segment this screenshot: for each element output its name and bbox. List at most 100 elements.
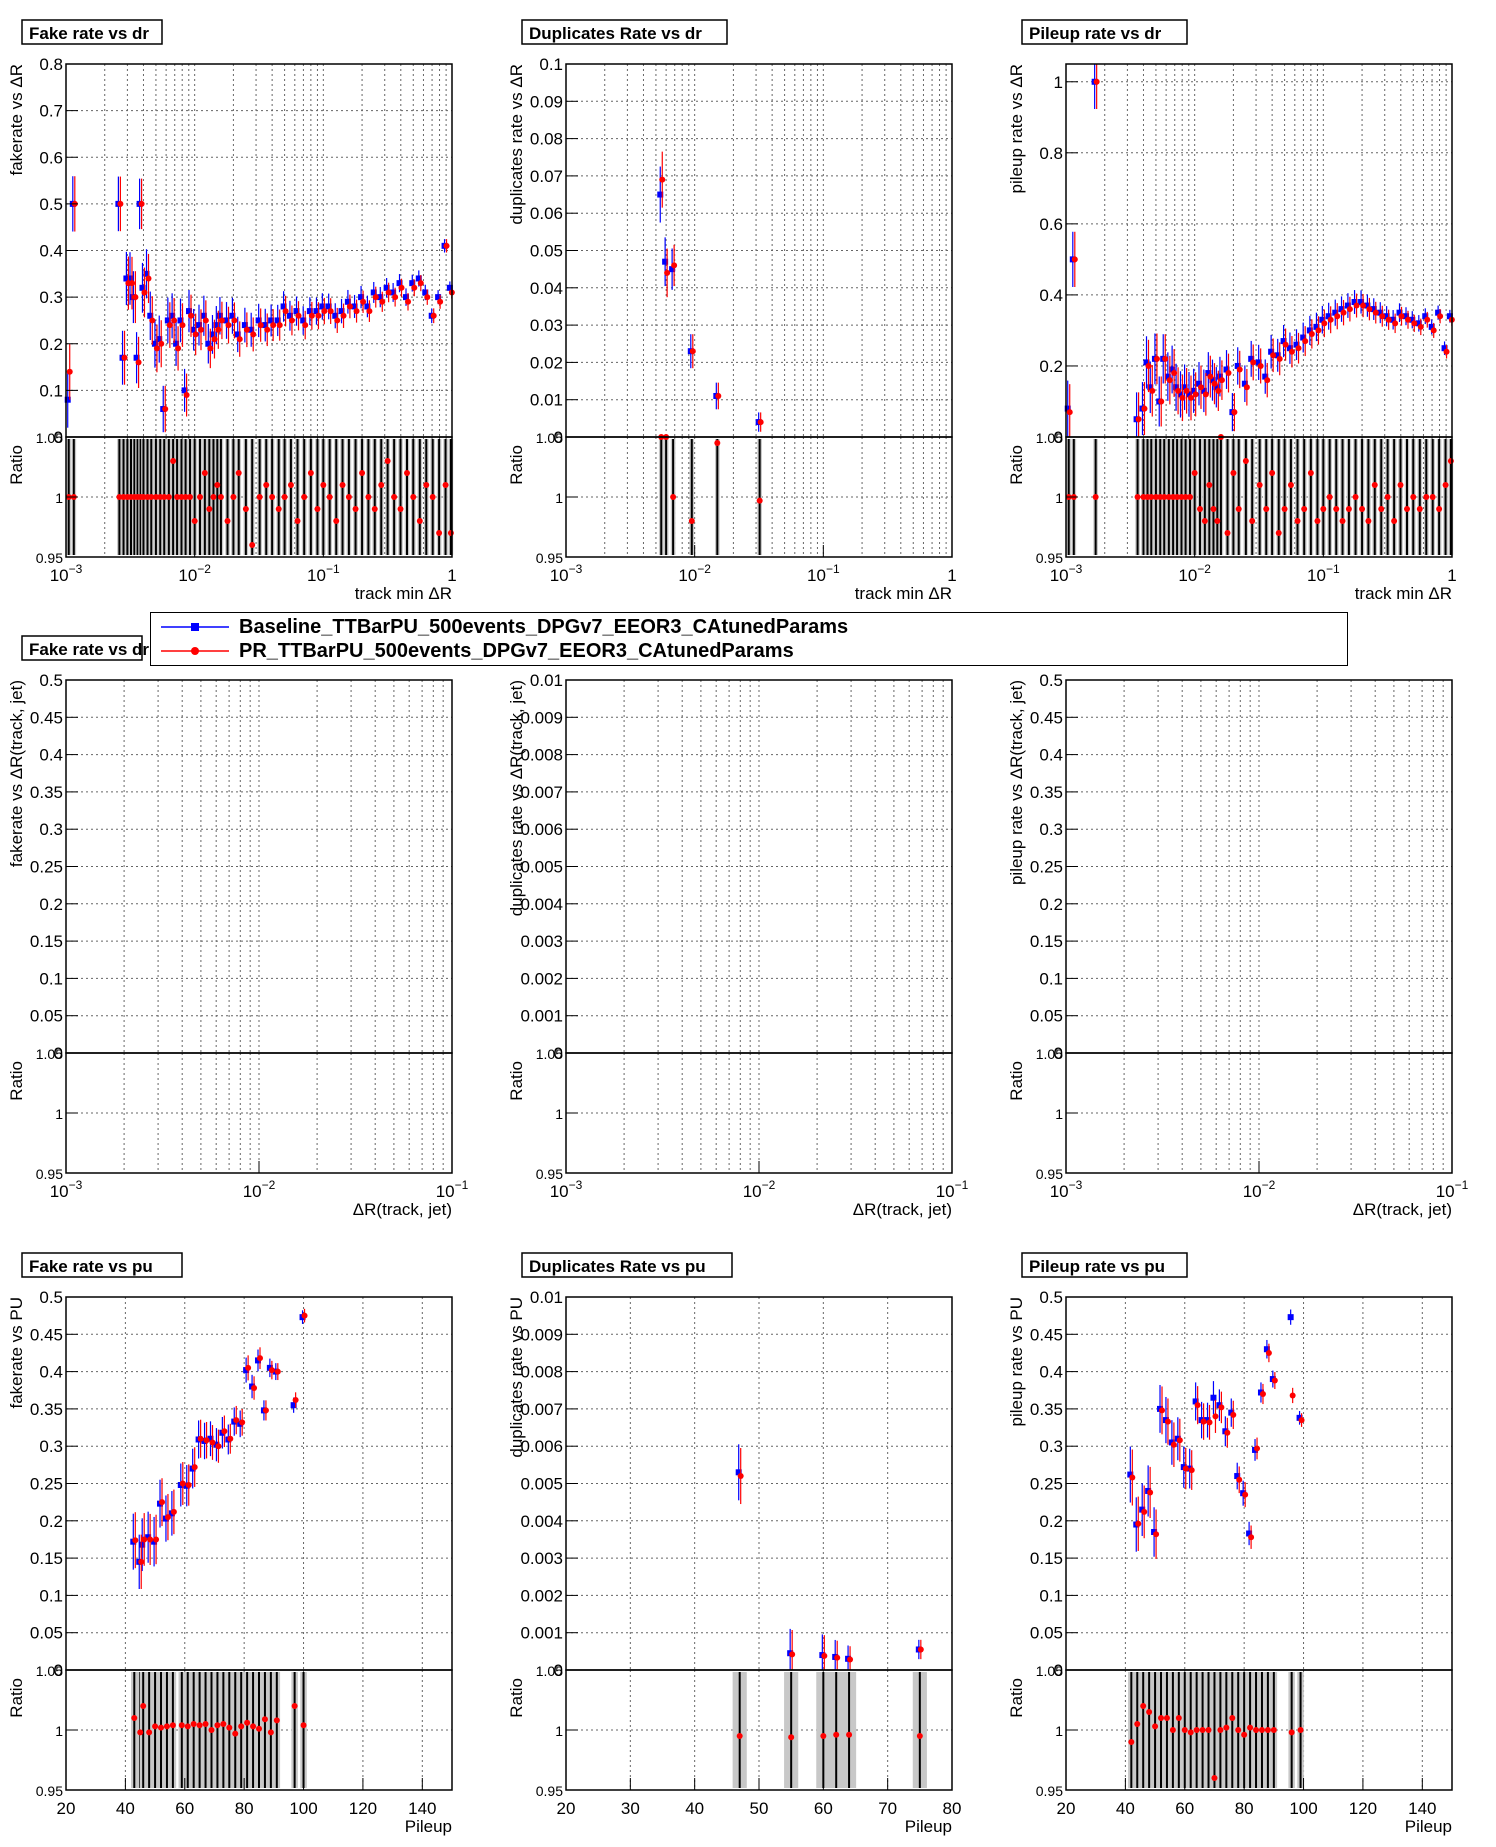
- ratio-point: [1333, 506, 1340, 512]
- pr-point: [233, 1417, 240, 1424]
- y-tick-label: 0.1: [39, 381, 63, 400]
- ratio-point: [1182, 494, 1189, 500]
- baseline-point: [1216, 1402, 1223, 1409]
- baseline-point: [435, 294, 442, 301]
- y-tick-label: 0.06: [530, 204, 563, 223]
- ratio-tick-label: 0.95: [1036, 1166, 1063, 1182]
- y-axis-label: pileup rate vs ΔR: [1007, 64, 1026, 193]
- baseline-point: [1325, 313, 1332, 320]
- ratio-point: [333, 518, 340, 524]
- baseline-point: [1370, 306, 1377, 313]
- y-tick-label: 0.006: [520, 820, 563, 839]
- pr-point: [257, 322, 264, 329]
- x-tick-label: 40: [116, 1799, 135, 1818]
- baseline-point: [1064, 405, 1071, 412]
- pr-point: [191, 1464, 198, 1471]
- pr-point: [1236, 366, 1243, 373]
- pr-point: [1197, 384, 1204, 391]
- pr-point: [164, 1514, 171, 1521]
- y-tick-label: 0.5: [39, 195, 63, 214]
- ratio-tick-label: 1.05: [536, 1046, 563, 1062]
- ratio-point: [1211, 1775, 1218, 1781]
- baseline-point: [229, 312, 236, 319]
- pr-point: [664, 269, 671, 276]
- x-tick-label: 70: [878, 1799, 897, 1818]
- ratio-point: [250, 1723, 257, 1730]
- ratio-tick-label: 1.05: [1036, 430, 1063, 446]
- baseline-point: [1241, 380, 1248, 387]
- ratio-point: [242, 506, 249, 512]
- pr-point: [197, 326, 204, 333]
- y-tick-label: 0: [54, 428, 63, 447]
- pr-point: [1218, 1404, 1225, 1411]
- y-tick-label: 0.08: [530, 130, 563, 149]
- pr-point: [379, 298, 386, 305]
- baseline-point: [1186, 391, 1193, 398]
- baseline-point: [1446, 313, 1453, 320]
- ratio-point: [273, 1717, 280, 1724]
- baseline-point: [209, 331, 216, 338]
- x-tick-label: 10−2: [1178, 562, 1211, 585]
- baseline-point: [1293, 341, 1300, 348]
- y-tick-label: 0.35: [1030, 1400, 1063, 1419]
- baseline-point: [1190, 387, 1197, 394]
- ratio-point: [196, 494, 203, 500]
- chart-panel: Fake rate vs dr 0 0.05 0.1 0.15 0.2 0.25 0.3 0.3…: [7, 635, 469, 1219]
- y-tick-label: 0: [554, 1661, 563, 1680]
- x-axis-label: track min ΔR: [1355, 584, 1452, 603]
- pr-point: [1298, 1417, 1305, 1424]
- ratio-point: [116, 494, 123, 500]
- pr-point: [274, 1368, 281, 1375]
- ratio-axis-label: Ratio: [507, 445, 526, 485]
- ratio-point: [359, 470, 366, 476]
- ratio-axis-label: Ratio: [7, 445, 26, 485]
- pr-point: [243, 326, 250, 333]
- ratio-point: [210, 494, 217, 500]
- baseline-point: [177, 317, 184, 324]
- ratio-point: [307, 470, 314, 476]
- x-axis-label: ΔR(track, jet): [1353, 1200, 1452, 1219]
- y-tick-label: 0.35: [30, 1400, 63, 1419]
- baseline-point: [1358, 299, 1365, 306]
- y-tick-label: 0.05: [1030, 1624, 1063, 1643]
- ratio-point: [1210, 506, 1217, 512]
- pr-point: [141, 1536, 148, 1543]
- baseline-point: [145, 1534, 152, 1541]
- baseline-point: [1428, 323, 1435, 330]
- ratio-point: [1140, 1703, 1147, 1709]
- baseline-point: [1228, 1409, 1235, 1416]
- y-tick-label: 0.8: [1039, 144, 1063, 163]
- y-axis-label: fakerate vs ΔR: [7, 64, 26, 176]
- y-axis-label: duplicates rate vs ΔR(track, jet): [507, 680, 526, 916]
- baseline-point: [383, 284, 390, 291]
- ratio-point: [1199, 1727, 1206, 1733]
- legend-marker-square: [161, 623, 229, 631]
- pr-point: [282, 308, 289, 315]
- pr-point: [821, 1652, 828, 1659]
- ratio-point: [1288, 1729, 1295, 1736]
- baseline-point: [1209, 377, 1216, 384]
- pr-point: [334, 317, 341, 324]
- y-tick-label: 0.005: [520, 858, 563, 877]
- pr-point: [1071, 256, 1078, 263]
- baseline-point: [1192, 1398, 1199, 1405]
- y-tick-label: 0.008: [520, 1363, 563, 1382]
- pr-point: [1200, 1418, 1207, 1425]
- baseline-point: [1255, 359, 1262, 366]
- ratio-point: [131, 1715, 138, 1721]
- y-tick-label: 0.5: [1039, 671, 1063, 690]
- y-tick-label: 0.007: [520, 783, 563, 802]
- pr-point: [117, 200, 124, 207]
- pr-point: [221, 1428, 228, 1435]
- x-tick-label: 20: [1057, 1799, 1076, 1818]
- pr-point: [789, 1651, 796, 1658]
- x-tick-label: 140: [408, 1799, 436, 1818]
- ratio-point: [232, 1730, 239, 1737]
- baseline-point: [306, 308, 313, 315]
- ratio-point: [184, 1723, 191, 1730]
- baseline-point: [1262, 373, 1269, 380]
- baseline-point: [1319, 316, 1326, 323]
- pr-point: [1264, 377, 1271, 384]
- y-axis-label: pileup rate vs ΔR(track, jet): [1007, 680, 1026, 885]
- ratio-point: [378, 482, 385, 488]
